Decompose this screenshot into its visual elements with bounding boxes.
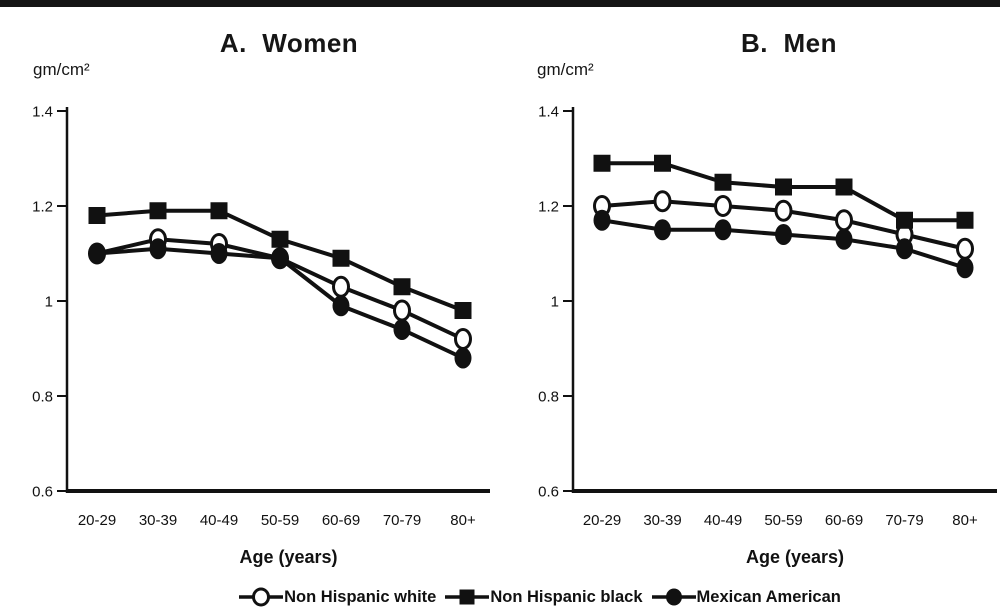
- filled-circle-marker-icon: [651, 588, 696, 606]
- legend-item-nonhispanic-black: Non Hispanic black: [445, 586, 643, 608]
- svg-text:0.6: 0.6: [538, 484, 559, 501]
- svg-text:1.2: 1.2: [538, 199, 559, 216]
- svg-text:60-69: 60-69: [825, 512, 863, 529]
- top-border-rule: [0, 0, 1000, 7]
- men-chart-title: B. Men: [741, 28, 837, 58]
- svg-text:Age (years): Age (years): [239, 547, 337, 567]
- filled-square-marker-icon: [445, 589, 490, 605]
- legend-label-nonhispanic-white: Non Hispanic white: [284, 587, 437, 606]
- svg-text:30-39: 30-39: [643, 512, 681, 529]
- women-chart-plot: 1.4 1.2 1 0.8 0.6 20-29 30-39 40-49 50-59 60-69 70…: [32, 104, 490, 567]
- svg-text:40-49: 40-49: [200, 512, 238, 529]
- svg-text:1.4: 1.4: [32, 104, 53, 121]
- svg-text:20-29: 20-29: [78, 512, 116, 529]
- svg-text:80+: 80+: [952, 512, 978, 529]
- legend: Non Hispanic white Non Hispanic black Me…: [0, 583, 1000, 611]
- women-chart-title: A. Women: [219, 28, 359, 58]
- svg-text:70-79: 70-79: [383, 512, 421, 529]
- svg-text:70-79: 70-79: [885, 512, 923, 529]
- svg-text:30-39: 30-39: [139, 512, 177, 529]
- men-chart-plot: 1.4 1.2 1 0.8 0.6 20-29 30-39 40-49 50-59 60-69 70…: [538, 104, 997, 567]
- svg-text:1.2: 1.2: [32, 199, 53, 216]
- svg-text:Age (years): Age (years): [746, 547, 844, 567]
- svg-text:0.6: 0.6: [32, 484, 53, 501]
- svg-text:0.8: 0.8: [538, 389, 559, 406]
- svg-text:50-59: 50-59: [764, 512, 802, 529]
- legend-label-nonhispanic-black: Non Hispanic black: [490, 587, 643, 606]
- legend-item-mexican-american: Mexican American: [651, 586, 841, 608]
- svg-text:80+: 80+: [450, 512, 476, 529]
- svg-text:1: 1: [551, 294, 559, 311]
- svg-text:60-69: 60-69: [322, 512, 360, 529]
- legend-item-nonhispanic-white: Non Hispanic white: [239, 586, 436, 608]
- svg-text:50-59: 50-59: [261, 512, 299, 529]
- open-circle-marker-icon: [239, 587, 284, 607]
- men-y-axis-unit-label: gm/cm²: [537, 60, 594, 79]
- women-y-axis-unit-label: gm/cm²: [33, 60, 90, 79]
- svg-text:0.8: 0.8: [32, 389, 53, 406]
- svg-text:40-49: 40-49: [704, 512, 742, 529]
- svg-text:1.4: 1.4: [538, 104, 559, 121]
- svg-text:20-29: 20-29: [583, 512, 621, 529]
- svg-text:1: 1: [45, 294, 53, 311]
- legend-label-mexican-american: Mexican American: [696, 587, 841, 606]
